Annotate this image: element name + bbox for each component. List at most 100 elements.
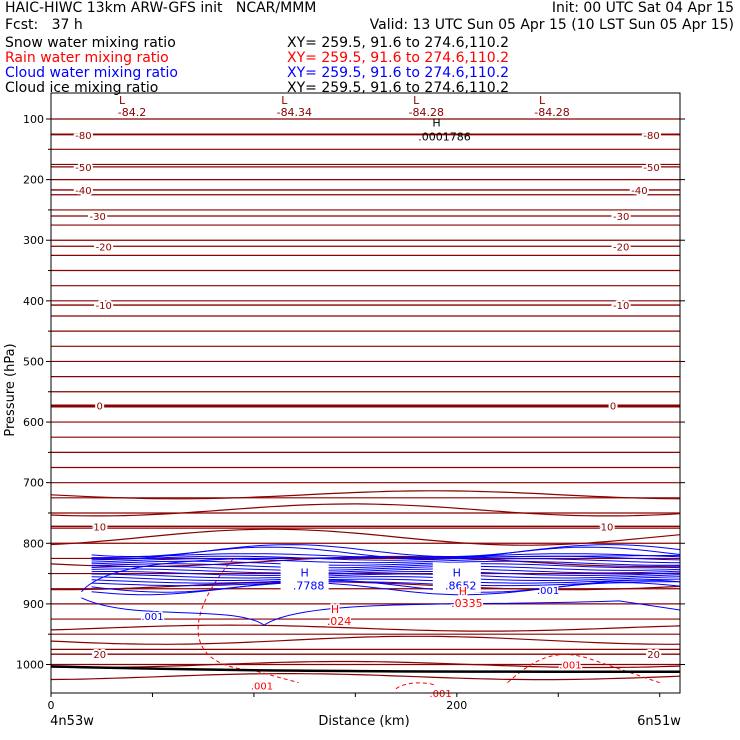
cloud-water-max-value: .8652 [445,580,477,593]
cloud-water-contour [81,597,681,626]
field-name-cloud-ice: Cloud ice mixing ratio [5,80,159,96]
isotherm-label: -10 [96,301,112,312]
field-name-rain: Rain water mixing ratio [5,50,169,66]
isotherm-line [50,503,681,517]
x-axis-label: Distance (km) [318,714,409,729]
forecast-hour: Fcst: 37 h [5,17,83,33]
isotherm-label: -80 [643,131,659,142]
isotherm-label: 0 [610,402,616,413]
isotherm-label: 0 [97,402,103,413]
cloud-water-contour [91,568,681,574]
ice-max-value: .0001786 [418,130,471,143]
cloud-water-contour [91,555,681,561]
y-axis-label: Pressure (hPa) [3,343,18,436]
rain-contour-label: .001 [251,682,273,693]
isotherm-label: -20 [613,242,629,253]
y-tick-label: 400 [23,295,44,308]
plot-frame [50,92,681,694]
isotherm-label: -50 [75,163,91,174]
y-tick-label: 500 [23,355,44,368]
cloud-water-max-marker: H [300,567,308,580]
y-tick-label: 100 [23,113,44,126]
cloud-water-contour [91,576,681,581]
isotherm-line [50,528,681,546]
isotherm-line [50,490,681,500]
cloud-water-contour [91,578,681,584]
valid-time: Valid: 13 UTC Sun 05 Apr 15 (10 LST Sun … [369,17,734,33]
isotherm-line [51,581,681,591]
isotherm-label: -80 [75,131,91,142]
cloud-water-contour [91,571,681,577]
cloud-water-contour-layer [81,544,681,626]
y-tick-label: 300 [23,234,44,247]
y-tick-label: 900 [23,598,44,611]
x-end-label: 6n51w [637,714,681,729]
label-background [432,562,481,593]
rain-contour-label: .001 [429,689,451,700]
field-name-cloud-water: Cloud water mixing ratio [5,65,178,81]
isotherm-label: -50 [643,163,659,174]
ice-max-marker: H [432,116,440,129]
init-time: Init: 00 UTC Sat 04 Apr 15 [551,0,734,16]
isotherm-label: -10 [613,301,629,312]
field-xy-rain: XY= 259.5, 91.6 to 274.6,110.2 [287,50,510,66]
cloud-water-contour [81,554,681,593]
isotherm-label: -30 [89,212,105,223]
isotherm-label: -30 [613,212,629,223]
field-xy-cloud-water: XY= 259.5, 91.6 to 274.6,110.2 [287,65,510,81]
low-marker: L [539,94,546,107]
cloud-water-contour-label: .001 [141,612,163,623]
cloud-water-contour-label: .001 [537,586,559,597]
rain-max-marker: H [331,603,339,616]
isotherm-line [50,660,681,669]
field-xy-snow: XY= 259.5, 91.6 to 274.6,110.2 [287,35,510,51]
isotherm-label: -40 [631,186,647,197]
rain-max-marker: H [459,585,467,598]
isotherm-line [50,635,681,645]
y-tick-label: 1000 [16,659,44,672]
isotherm-layer: -80 -80 -50 -50 -40 -40 -30 -30 -20 -20 -10 -10 0 0 10… [50,118,681,681]
rain-contour [395,682,437,690]
field-xy-cloud-ice: XY= 259.5, 91.6 to 274.6,110.2 [287,80,510,96]
cloud-water-contour [91,573,681,579]
low-value: -84.28 [408,106,443,119]
isotherm-label: 10 [601,522,614,533]
y-tick-label: 700 [23,477,44,490]
product-title: HAIC-HIWC 13km ARW-GFS init NCAR/MMM [5,0,317,16]
low-marker: L [281,94,288,107]
rain-max-value: .024 [327,615,352,628]
low-value: -84.2 [118,106,146,119]
x-tick-label: 0 [48,699,55,712]
isotherm-label: 20 [93,650,106,661]
isotherm-line [50,624,681,632]
isotherm-label: -40 [75,186,91,197]
cloud-water-contour [91,558,681,564]
cloud-water-contour [91,565,681,571]
label-background [280,562,329,593]
y-tick-label: 800 [23,537,44,550]
low-value: -84.34 [277,106,312,119]
terrain-layer [50,665,681,674]
cloud-water-contour [91,563,681,569]
x-tick-label: 200 [446,699,467,712]
isotherm-label: 20 [647,650,660,661]
low-marker: L [413,94,420,107]
contour-label-layer: L-84.2L-84.34L-84.28L-84.28H.0001786H.77… [116,92,583,701]
rain-contour [507,654,660,684]
cloud-water-max-marker: H [453,567,461,580]
y-tick-label: 200 [23,174,44,187]
isotherm-line [50,673,681,681]
isotherm-label: 10 [93,522,106,533]
isotherm-label: -20 [96,242,112,253]
cloud-water-max-value: .7788 [293,580,325,593]
x-start-label: 4n53w [50,714,94,729]
rain-contour-label: .001 [559,661,581,672]
cloud-water-contour [91,582,681,596]
low-marker: L [119,94,126,107]
terrain-surface [50,665,681,674]
y-tick-label: 600 [23,416,44,429]
field-name-snow: Snow water mixing ratio [5,35,176,51]
low-value: -84.28 [534,106,569,119]
